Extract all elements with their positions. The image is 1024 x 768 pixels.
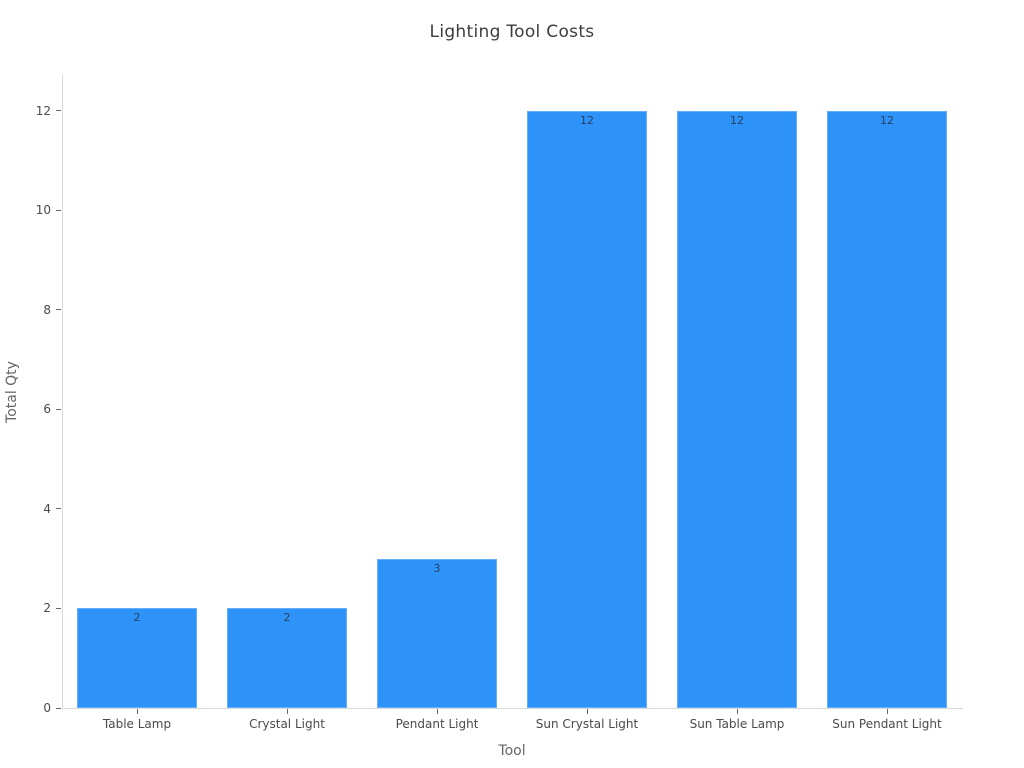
y-axis-tick-label: 10 [35, 203, 51, 218]
bar-sun-pendant-light [827, 110, 947, 708]
x-axis-tick-mark [136, 709, 138, 714]
chart-title: Lighting Tool Costs [429, 22, 595, 42]
y-axis-tick-mark [56, 508, 61, 510]
y-axis-tick-mark [56, 309, 61, 311]
x-axis-title: Tool [498, 743, 526, 759]
bar-value-label: 2 [133, 611, 141, 625]
bar-table-lamp [77, 608, 197, 708]
y-axis-tick-mark [56, 110, 61, 112]
x-axis-tick-label: Sun Crystal Light [535, 717, 639, 731]
y-axis-tick-mark [56, 707, 61, 709]
x-axis-tick-mark [286, 709, 288, 714]
y-axis-tick-label: 2 [43, 601, 51, 616]
x-axis-tick-label: Sun Pendant Light [832, 717, 942, 731]
bar-value-label: 12 [730, 113, 744, 127]
y-axis-tick-mark [56, 209, 61, 211]
y-axis-tick-label: 0 [43, 701, 51, 715]
y-axis-tick-label: 12 [35, 103, 51, 118]
y-axis-tick-label: 6 [43, 402, 51, 417]
bar-value-label: 3 [433, 561, 441, 575]
x-axis-tick-mark [736, 709, 738, 714]
x-axis-tick-mark [586, 709, 588, 714]
y-axis-tick-mark [56, 408, 61, 410]
x-axis-tick-mark [436, 709, 438, 714]
bar-value-label: 2 [283, 611, 291, 625]
bar-crystal-light [227, 608, 347, 708]
x-axis-tick-label: Sun Table Lamp [689, 717, 785, 731]
y-axis-tick-mark [56, 607, 61, 609]
bar-value-label: 12 [580, 113, 594, 127]
x-axis-tick-label: Crystal Light [249, 717, 325, 731]
x-axis-tick-label: Pendant Light [395, 717, 479, 731]
y-axis-tick-label: 4 [43, 501, 51, 516]
y-axis-title: Total Qty [4, 361, 20, 423]
x-axis-tick-label: Table Lamp [102, 717, 172, 731]
bar-pendant-light [377, 558, 497, 708]
plot-area [62, 75, 963, 709]
bar-sun-table-lamp [677, 110, 797, 708]
bar-value-label: 12 [880, 113, 894, 127]
bar-sun-crystal-light [527, 110, 647, 708]
y-axis-tick-label: 8 [43, 302, 51, 317]
x-axis-tick-mark [886, 709, 888, 714]
